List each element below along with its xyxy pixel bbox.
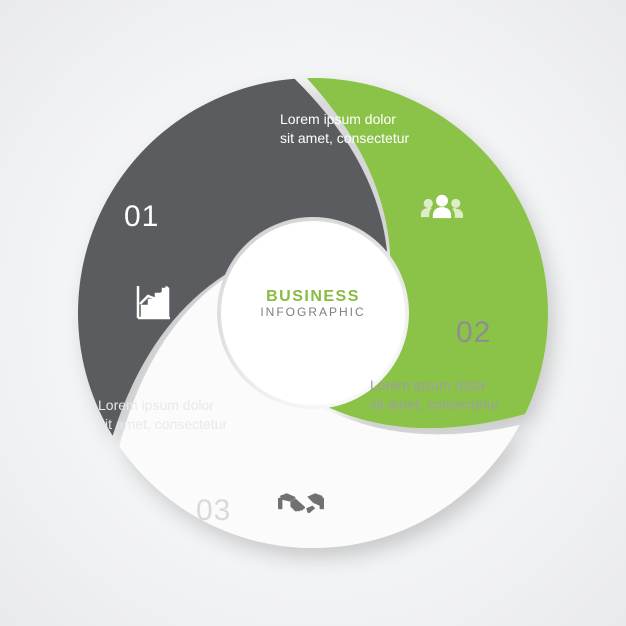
handshake-icon [278,480,324,526]
segment-03-number: 03 [196,494,231,528]
segment-02-number: 02 [456,316,491,350]
center-title-line1: BUSINESS [243,288,383,306]
chart-icon [134,282,174,322]
people-icon [420,186,464,230]
segment-03-text: Lorem ipsum dolorsit amet, consectetur [98,396,227,434]
center-title: BUSINESS INFOGRAPHIC [243,288,383,319]
infographic-stage: BUSINESS INFOGRAPHIC 01 Lorem ipsum dolo… [0,0,626,626]
segment-01-text: Lorem ipsum dolorsit amet, consectetur [280,110,409,148]
segment-02-text: Lorem ipsum dolorsit amet, consectetur [370,376,499,414]
center-title-line2: INFOGRAPHIC [243,306,383,319]
segment-01-number: 01 [124,200,159,234]
